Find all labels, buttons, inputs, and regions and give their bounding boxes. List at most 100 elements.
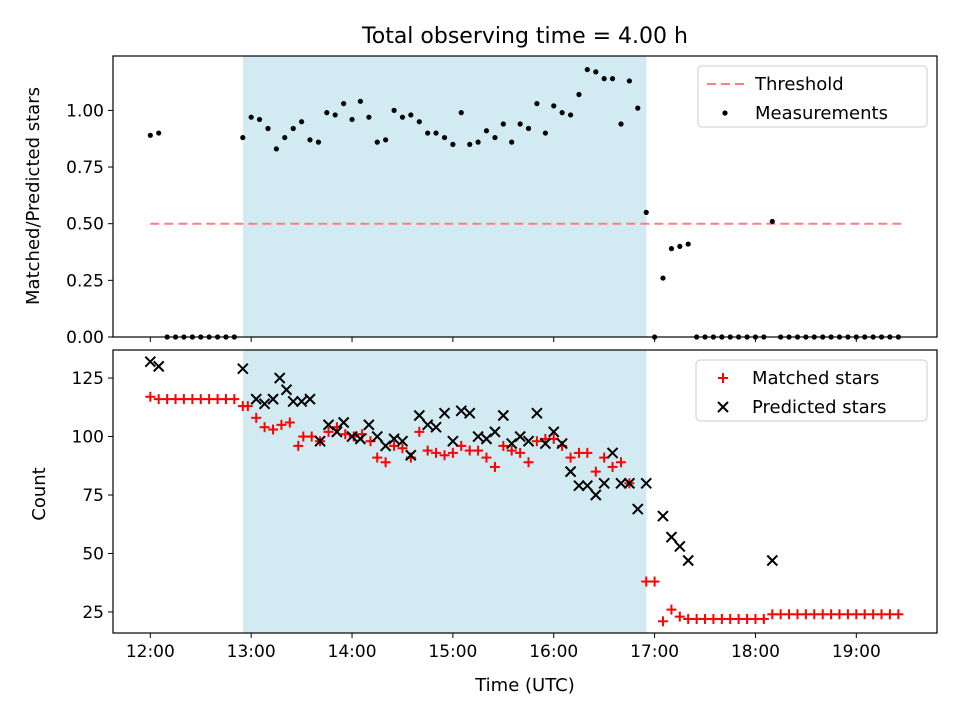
measurement-point bbox=[273, 146, 279, 152]
y-tick-label: 0.75 bbox=[66, 158, 104, 178]
predicted-star-point bbox=[514, 430, 526, 443]
matched-star-point bbox=[742, 613, 753, 624]
measurement-point bbox=[307, 137, 313, 143]
matched-star-point bbox=[187, 394, 198, 405]
matched-star-point bbox=[170, 394, 181, 405]
y-tick-label: 0.25 bbox=[66, 271, 104, 291]
matched-star-point bbox=[380, 457, 391, 468]
measurement-point bbox=[500, 121, 506, 127]
matched-star-point bbox=[323, 426, 334, 437]
plot-frame bbox=[112, 55, 938, 338]
predicted-star-point bbox=[556, 437, 568, 450]
measurement-point bbox=[517, 121, 523, 127]
predicted-star-point bbox=[438, 407, 451, 419]
predicted-star-point bbox=[581, 479, 594, 492]
measurement-point bbox=[450, 141, 456, 147]
measurement-point bbox=[475, 139, 481, 145]
predicted-star-point bbox=[682, 554, 694, 567]
predicted-star-point bbox=[280, 384, 293, 396]
measurement-point bbox=[399, 114, 406, 120]
matched-star-point bbox=[506, 445, 517, 456]
predicted-star-point bbox=[539, 437, 552, 450]
measurement-point bbox=[660, 275, 666, 281]
predicted-star-point bbox=[464, 407, 476, 419]
measurement-point bbox=[769, 218, 775, 225]
measurement-point bbox=[374, 139, 380, 145]
matched-star-point bbox=[464, 445, 475, 456]
chart-title: Total observing time = 4.00 h bbox=[361, 24, 688, 49]
measurement-point bbox=[383, 137, 389, 143]
measurement-point bbox=[156, 130, 162, 136]
matched-star-point bbox=[826, 609, 837, 620]
matched-star-point bbox=[293, 440, 304, 451]
legend-label: Threshold bbox=[754, 74, 844, 95]
matched-star-point bbox=[498, 440, 509, 451]
predicted-star-point bbox=[304, 393, 316, 405]
matched-star-point bbox=[884, 609, 895, 620]
legend-label: Matched stars bbox=[752, 368, 879, 389]
matched-star-point bbox=[259, 422, 270, 433]
matched-star-point bbox=[414, 426, 425, 437]
measurement-point bbox=[433, 130, 439, 136]
legend: Threshold Measurements bbox=[697, 65, 928, 128]
measurement-point bbox=[416, 119, 422, 125]
y-tick-label: 0.00 bbox=[66, 328, 104, 348]
matched-star-point bbox=[162, 394, 173, 405]
measurement-point bbox=[299, 119, 305, 125]
predicted-star-point bbox=[267, 393, 279, 405]
predicted-star-point bbox=[590, 489, 602, 501]
legend-label: Measurements bbox=[755, 103, 888, 124]
x-tick-label: 18:00 bbox=[731, 642, 780, 662]
matched-star-point bbox=[817, 609, 828, 620]
measurement-point bbox=[626, 78, 632, 84]
measurement-point bbox=[349, 116, 355, 123]
measurement-point bbox=[324, 110, 330, 116]
matched-star-point bbox=[489, 461, 500, 472]
measurement-point bbox=[635, 105, 641, 111]
predicted-star-point bbox=[548, 426, 560, 438]
matched-star-point bbox=[800, 609, 811, 620]
matched-star-point bbox=[422, 445, 433, 456]
matched-star-point bbox=[573, 447, 584, 458]
matched-star-point bbox=[666, 604, 677, 615]
measurement-point bbox=[685, 241, 691, 247]
measurement-point bbox=[668, 246, 675, 252]
matched-star-point bbox=[868, 609, 879, 620]
y-tick-label: 50 bbox=[82, 544, 104, 564]
y-tick-label: 1.00 bbox=[66, 101, 104, 121]
matched-star-point bbox=[607, 461, 618, 472]
measurement-point bbox=[576, 91, 582, 98]
matched-star-point bbox=[565, 452, 576, 463]
matched-star-point bbox=[700, 613, 711, 624]
matched-star-point bbox=[859, 609, 870, 620]
y-tick-label: 0.50 bbox=[66, 215, 104, 235]
predicted-star-point bbox=[606, 447, 619, 459]
x-axis-label: Time (UTC) bbox=[474, 675, 575, 696]
predicted-star-point bbox=[615, 477, 627, 490]
measurement-point bbox=[618, 121, 624, 127]
measurement-point bbox=[282, 134, 288, 141]
matched-star-point bbox=[229, 394, 240, 405]
measurement-point bbox=[341, 100, 347, 107]
predicted-star-point bbox=[717, 401, 729, 413]
matched-star-point bbox=[268, 424, 279, 435]
matched-star-point bbox=[276, 419, 287, 430]
matched-star-point bbox=[725, 613, 736, 624]
predicted-star-point bbox=[766, 554, 779, 567]
matched-star-point bbox=[683, 613, 694, 624]
measurement-point bbox=[492, 134, 498, 141]
matched-star-point bbox=[809, 609, 820, 620]
predicted-star-point bbox=[632, 503, 644, 515]
matched-star-point bbox=[397, 443, 408, 454]
legend-box bbox=[695, 359, 928, 422]
matched-star-point bbox=[431, 447, 442, 458]
matched-star-point bbox=[842, 609, 853, 620]
matched-star-point bbox=[195, 394, 206, 405]
measurement-point bbox=[551, 103, 557, 109]
predicted-star-point bbox=[295, 395, 308, 408]
matched-star-point bbox=[674, 611, 685, 622]
predicted-star-point bbox=[497, 409, 510, 422]
matched-star-point bbox=[590, 466, 601, 477]
predicted-star-point bbox=[623, 477, 636, 490]
